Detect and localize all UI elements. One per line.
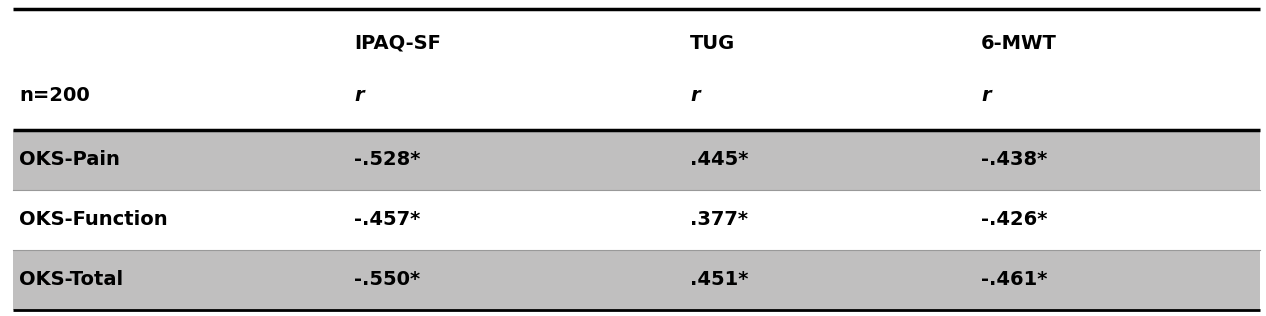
Text: OKS-Pain: OKS-Pain	[19, 150, 120, 169]
Text: IPAQ-SF: IPAQ-SF	[354, 33, 442, 52]
Text: OKS-Function: OKS-Function	[19, 210, 167, 229]
Bar	[13, 9, 1260, 130]
Text: -.457*: -.457*	[354, 210, 420, 229]
Text: -.550*: -.550*	[354, 270, 420, 289]
Text: OKS-Total: OKS-Total	[19, 270, 123, 289]
Text: TUG: TUG	[690, 33, 736, 52]
Bar	[13, 190, 1260, 250]
Text: -.426*: -.426*	[981, 210, 1047, 229]
Text: r: r	[690, 87, 700, 106]
Text: -.528*: -.528*	[354, 150, 420, 169]
Text: -.461*: -.461*	[981, 270, 1047, 289]
Bar	[13, 130, 1260, 190]
Text: .451*: .451*	[690, 270, 748, 289]
Text: .377*: .377*	[690, 210, 748, 229]
Bar	[13, 250, 1260, 310]
Text: r: r	[981, 87, 991, 106]
Text: .445*: .445*	[690, 150, 748, 169]
Text: -.438*: -.438*	[981, 150, 1047, 169]
Text: 6-MWT: 6-MWT	[981, 33, 1057, 52]
Text: n=200: n=200	[19, 87, 90, 106]
Text: r: r	[354, 87, 365, 106]
